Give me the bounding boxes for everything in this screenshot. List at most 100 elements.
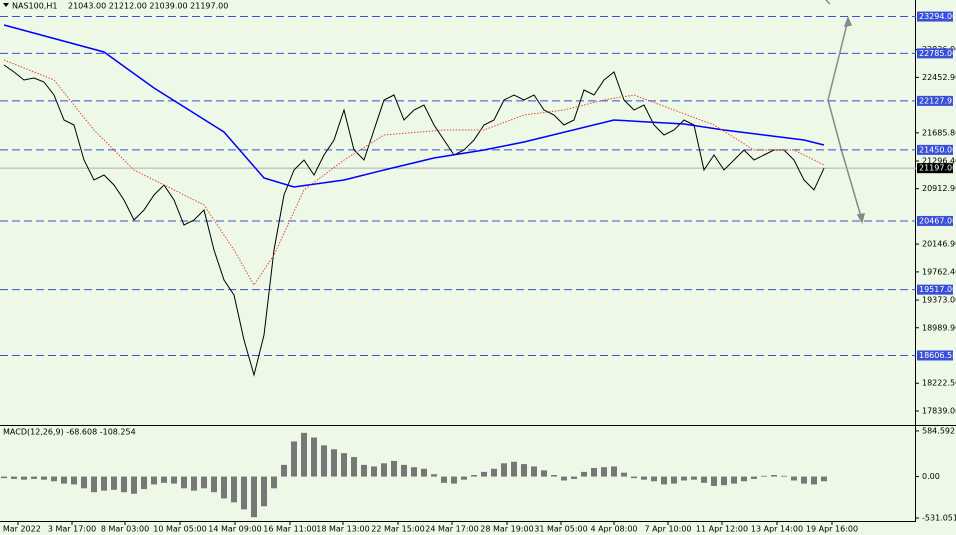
- x-tick-label: 13 Apr 14:00: [751, 525, 803, 534]
- macd-bar: [321, 445, 327, 477]
- macd-bar: [771, 475, 777, 477]
- macd-bar: [801, 476, 807, 484]
- macd-bar: [211, 476, 217, 493]
- level-label: 19517.00: [919, 285, 956, 294]
- macd-bar: [461, 476, 467, 480]
- level-label: 22127.93: [919, 96, 956, 105]
- macd-bar: [481, 471, 487, 477]
- macd-bar: [451, 476, 457, 484]
- macd-bar: [291, 441, 297, 477]
- ohlc: 21043.00 21212.00 21039.00 21197.00: [68, 2, 228, 11]
- macd-bar: [61, 476, 67, 484]
- macd-bar: [241, 476, 247, 510]
- x-tick-label: 10 Mar 05:00: [153, 525, 206, 534]
- macd-bar: [171, 476, 177, 484]
- macd-bar: [561, 476, 567, 481]
- y-tick-label: 20146.90: [922, 240, 956, 249]
- macd-bar: [591, 467, 597, 477]
- indicator-title: MACD(12,26,9) -68.608 -108.254: [3, 428, 136, 437]
- symbol: NAS100,H1: [12, 2, 57, 11]
- macd-bar: [111, 476, 117, 490]
- macd-bar: [441, 476, 447, 483]
- macd-bar: [501, 463, 507, 477]
- y-tick-label: 0.00: [922, 472, 940, 481]
- x-tick-label: 19 Apr 16:00: [806, 525, 858, 534]
- level-label: 20467.00: [919, 216, 956, 225]
- macd-bar: [821, 476, 827, 482]
- x-tick-label: 31 Mar 05:00: [534, 525, 587, 534]
- current-price-label: 21197.00: [919, 164, 956, 173]
- macd-bar: [651, 476, 657, 482]
- macd-bar: [191, 476, 197, 491]
- x-tick-label: 16 Mar 11:00: [263, 525, 316, 534]
- macd-bar: [201, 476, 207, 489]
- macd-bar: [421, 468, 427, 477]
- y-tick-label: -531.051: [922, 514, 956, 523]
- level-label-box: [917, 48, 953, 59]
- moving-average: [3, 24, 825, 188]
- macd-bar: [301, 432, 307, 477]
- macd-bar: [21, 476, 27, 480]
- macd-bar: [261, 476, 267, 507]
- macd-bar: [811, 476, 817, 485]
- macd-bar: [71, 476, 77, 485]
- y-tick-label: 18222.50: [922, 379, 956, 388]
- macd-bar: [691, 476, 697, 480]
- macd-bar: [91, 476, 97, 493]
- x-tick-label: 1 Mar 2022: [0, 525, 41, 534]
- macd-bar: [741, 476, 747, 482]
- macd-bar: [151, 476, 157, 485]
- level-label-box: [917, 284, 953, 295]
- macd-bar: [161, 476, 167, 483]
- macd-bar: [11, 476, 17, 479]
- macd-bar: [511, 461, 517, 477]
- macd-bar: [761, 475, 767, 477]
- macd-bar: [431, 474, 437, 477]
- y-tick-label: 21296.40: [922, 156, 956, 165]
- macd-bar: [41, 476, 47, 480]
- level-label-box: [917, 144, 953, 155]
- macd-bar: [661, 476, 667, 485]
- level-label: 23294.00: [919, 12, 956, 21]
- macd-bar: [381, 463, 387, 477]
- x-tick-label: 11 Apr 12:00: [696, 525, 748, 534]
- macd-bar: [581, 471, 587, 477]
- macd-bar: [611, 466, 617, 477]
- y-tick-label: 19373.00: [922, 296, 956, 305]
- macd-bar: [751, 476, 757, 479]
- macd-bar: [271, 476, 277, 489]
- macd-bar: [121, 476, 127, 493]
- level-label-box: [917, 95, 953, 106]
- x-tick-label: 7 Apr 10:00: [644, 525, 691, 534]
- menu-triangle[interactable]: [3, 3, 9, 7]
- macd-bar: [371, 466, 377, 477]
- macd-bar: [281, 464, 287, 477]
- macd-bar: [791, 476, 797, 481]
- y-tick-label: 584.592: [922, 426, 955, 435]
- macd-bar: [231, 476, 237, 503]
- macd-bar: [551, 475, 557, 477]
- macd-bar: [411, 467, 417, 477]
- macd-bar: [671, 476, 677, 484]
- macd-bar: [641, 476, 647, 480]
- macd-bar: [401, 464, 407, 477]
- macd-bar: [521, 464, 527, 477]
- macd-bar: [181, 476, 187, 489]
- level-label: 21450.00: [919, 145, 956, 154]
- macd-bar: [721, 476, 727, 486]
- macd-bar: [681, 476, 687, 481]
- level-label: 18606.58: [919, 351, 956, 360]
- macd-bar: [1, 476, 7, 479]
- macd-bar: [131, 476, 137, 494]
- x-tick-label: 28 Mar 19:00: [480, 525, 533, 534]
- y-tick-label: 19762.40: [922, 267, 956, 276]
- y-tick-label: 18989.90: [922, 323, 956, 332]
- x-tick-label: 14 Mar 09:00: [208, 525, 261, 534]
- y-tick-label: 20912.90: [922, 184, 956, 193]
- macd-bar: [531, 466, 537, 477]
- macd-bar: [711, 476, 717, 486]
- macd-bar: [571, 476, 577, 479]
- macd-bar: [331, 449, 337, 477]
